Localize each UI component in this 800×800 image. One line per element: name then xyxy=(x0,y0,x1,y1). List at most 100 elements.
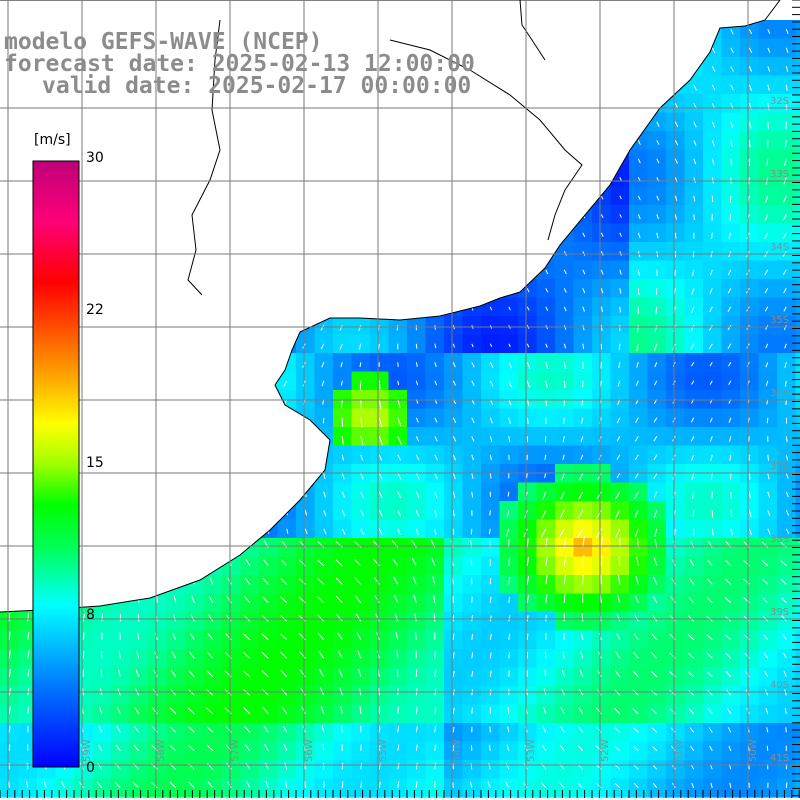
wind-cell xyxy=(684,667,704,687)
wind-arrow xyxy=(206,726,214,733)
wind-arrow xyxy=(690,325,695,332)
coastline xyxy=(0,0,781,613)
wind-arrow xyxy=(242,651,251,659)
wind-arrow xyxy=(782,214,787,221)
wind-arrow xyxy=(244,596,251,604)
wind-arrow xyxy=(304,781,306,788)
wind-cell xyxy=(536,704,556,724)
wind-cell xyxy=(647,575,667,595)
wind-cell xyxy=(222,778,242,798)
wind-arrow xyxy=(378,399,382,409)
wind-cell xyxy=(296,538,316,558)
wind-arrow xyxy=(434,343,437,349)
wind-arrow xyxy=(471,491,474,498)
wind-arrow xyxy=(170,669,177,678)
wind-arrow xyxy=(614,745,621,752)
wind-cell xyxy=(370,538,390,558)
wind-arrow xyxy=(582,269,586,275)
wind-cell xyxy=(333,538,353,558)
wind-cell xyxy=(592,575,612,595)
wind-arrow xyxy=(785,491,789,498)
wind-cell xyxy=(296,649,316,669)
wind-arrow xyxy=(560,473,565,481)
wind-arrow xyxy=(637,214,641,220)
wind-cell xyxy=(721,760,741,780)
wind-cell xyxy=(92,760,112,780)
wind-arrow xyxy=(321,380,325,387)
wind-arrow xyxy=(336,614,343,622)
wind-arrow xyxy=(561,669,565,677)
wind-cell xyxy=(240,760,260,780)
wind-cell xyxy=(666,575,686,595)
wind-cell xyxy=(499,778,519,798)
wind-arrow xyxy=(597,473,602,481)
wind-cell xyxy=(703,723,723,743)
wind-arrow xyxy=(653,510,658,518)
wind-arrow xyxy=(360,510,365,517)
wind-arrow xyxy=(415,706,418,714)
wind-arrow xyxy=(171,651,177,659)
wind-arrow xyxy=(653,473,658,480)
wind-arrow xyxy=(706,596,713,604)
wind-arrow xyxy=(691,362,695,367)
wind-cell xyxy=(314,778,334,798)
wind-cell xyxy=(777,741,797,761)
wind-cell xyxy=(277,649,297,669)
wind-arrow xyxy=(323,510,327,516)
wind-arrow xyxy=(207,763,214,770)
wind-arrow xyxy=(153,669,158,678)
wind-cell xyxy=(666,593,686,613)
wind-arrow xyxy=(8,669,11,677)
wind-cell xyxy=(721,778,741,798)
wind-arrow xyxy=(397,436,402,445)
wind-arrow xyxy=(761,560,769,567)
wind-cell xyxy=(703,760,723,780)
wind-arrow xyxy=(508,306,511,311)
wind-cell xyxy=(795,186,800,206)
wind-cell xyxy=(592,556,612,576)
wind-cell xyxy=(740,704,760,724)
wind-arrow xyxy=(637,158,641,164)
wind-cell xyxy=(388,649,408,669)
wind-cell xyxy=(573,593,593,613)
wind-arrow xyxy=(508,380,512,387)
wind-cell xyxy=(296,556,316,576)
wind-arrow xyxy=(434,669,437,677)
wind-arrow xyxy=(748,510,752,517)
wind-cell xyxy=(518,575,538,595)
wind-arrow xyxy=(545,343,548,348)
wind-arrow xyxy=(688,577,695,585)
wind-cell xyxy=(481,741,501,761)
wind-cell xyxy=(111,649,131,669)
wind-arrow xyxy=(341,725,343,733)
wind-cell xyxy=(129,723,149,743)
wind-arrow xyxy=(433,613,436,622)
wind-arrow xyxy=(654,325,658,333)
wind-arrow xyxy=(725,559,732,567)
wind-arrow xyxy=(653,436,658,442)
wind-cell xyxy=(703,686,723,706)
wind-arrow xyxy=(674,121,679,128)
wind-cell xyxy=(592,593,612,613)
wind-cell xyxy=(240,778,260,798)
wind-arrow xyxy=(691,473,695,480)
wind-cell xyxy=(129,760,149,780)
wind-arrow xyxy=(765,362,769,368)
wind-cell xyxy=(795,131,800,151)
wind-arrow xyxy=(542,726,547,733)
wind-arrow xyxy=(378,417,383,428)
wind-arrow xyxy=(505,763,510,770)
wind-cell xyxy=(203,575,223,595)
wind-cell xyxy=(684,575,704,595)
wind-arrow xyxy=(360,417,363,428)
wind-cell xyxy=(703,704,723,724)
wind-cell xyxy=(444,538,464,558)
wind-arrow xyxy=(618,555,621,566)
wind-arrow xyxy=(577,510,584,519)
wind-cell xyxy=(703,575,723,595)
wind-cell xyxy=(777,612,797,632)
wind-arrow xyxy=(354,577,362,585)
wind-arrow xyxy=(632,708,639,715)
wind-arrow xyxy=(692,269,695,277)
